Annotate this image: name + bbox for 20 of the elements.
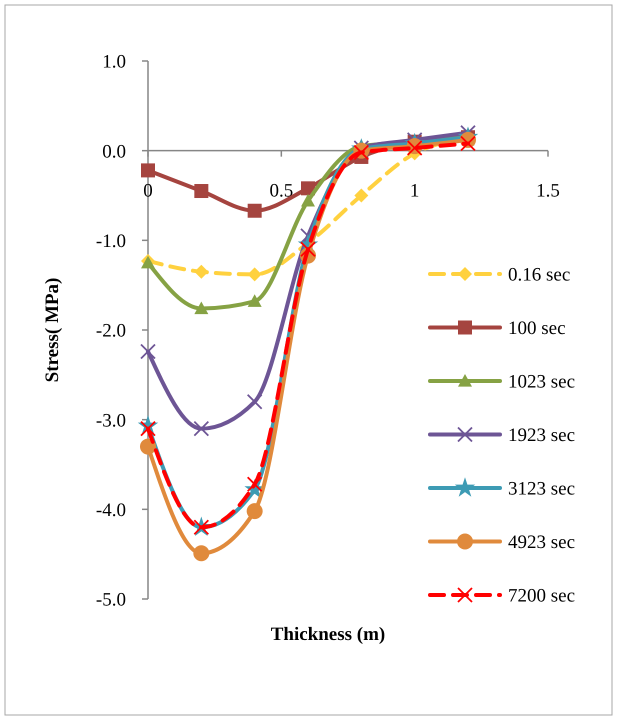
legend-label: 1023 sec [508,372,576,393]
legend-label: 0.16 sec [508,264,570,286]
legend-label: 4923 sec [508,532,576,554]
y-tick-label: -1.0 [96,230,126,252]
x-tick-label: 1 [410,180,420,202]
y-tick-label: 1.0 [102,52,126,73]
y-axis-title: Stress( MPa) [42,278,63,382]
y-tick-label: -4.0 [96,500,126,521]
y-tick-label: 0.0 [102,141,126,162]
legend-label: 100 sec [508,318,566,340]
x-tick-label: 0.5 [269,180,294,202]
y-tick-label: -3.0 [96,410,126,432]
legend-label: 7200 sec [508,586,576,607]
y-tick-label: -5.0 [96,590,126,611]
y-tick-label: -2.0 [96,320,126,342]
x-tick-label: 0 [143,180,153,202]
legend-label: 3123 sec [508,478,576,500]
x-tick-label: 1.5 [536,180,560,202]
x-axis-title: Thickness (m) [270,624,386,645]
legend-label: 1923 sec [508,425,576,446]
